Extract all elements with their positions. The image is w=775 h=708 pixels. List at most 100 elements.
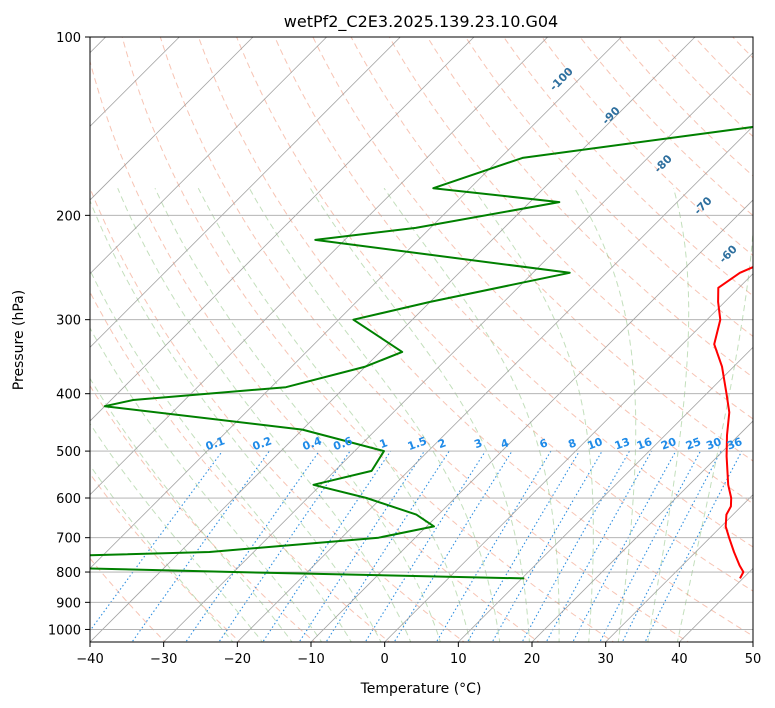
mixing-ratio-label: 3: [472, 436, 484, 451]
moist-adiabat: [647, 188, 690, 642]
mixing-ratio-lines: [90, 450, 743, 642]
dry-adiabat: [465, 37, 753, 338]
mixing-ratio-label: 16: [635, 435, 654, 453]
chart-title: wetPf2_C2E3.2025.139.23.10.G04: [284, 12, 558, 32]
isotherm: [310, 199, 753, 642]
mixing-ratio-line: [599, 450, 701, 642]
mixing-ratio-label: 0.1: [204, 434, 227, 453]
profiles: [90, 125, 753, 580]
y-tick-label: 900: [56, 596, 81, 611]
mixing-ratio-line: [185, 450, 320, 642]
moist-adiabat: [309, 187, 530, 642]
isotherm: [90, 37, 254, 201]
x-tick-label: 0: [381, 652, 389, 667]
isotherm: [531, 420, 753, 642]
x-tick-label: 20: [524, 652, 541, 667]
dry-adiabat: [350, 37, 753, 462]
x-tick-label: 40: [671, 652, 688, 667]
plot-frame: [89, 36, 754, 643]
isotherm: [90, 37, 622, 569]
dry-adiabat: [274, 37, 753, 548]
dry-adiabat: [388, 37, 753, 420]
plot-area: 0.1 0.2 0.4 0.6 1 1.5 2 3 4 6 8 10 13 16 20 25 30 36-100-…: [90, 37, 753, 642]
x-axis-label: Temperature (°C): [360, 681, 482, 697]
x-tick-label: −40: [76, 652, 103, 667]
y-tick-label: 700: [56, 532, 81, 547]
mixing-ratio-label: 0.2: [251, 434, 274, 453]
y-tick-label: 600: [56, 492, 81, 507]
dry-adiabat: [426, 37, 753, 379]
mixing-ratio-line: [466, 450, 580, 642]
moist-adiabat: [90, 269, 352, 642]
mixing-ratio-line: [621, 450, 722, 642]
moist-adiabats: [90, 187, 753, 642]
moist-adiabat: [90, 327, 323, 642]
y-tick-label: 1000: [48, 623, 81, 638]
mixing-ratio-label: 10: [586, 435, 605, 453]
y-tick-label: 300: [56, 314, 81, 329]
mixing-ratio-label: 36: [725, 435, 744, 453]
mixing-ratio-label: 30: [704, 435, 723, 453]
dry-adiabat: [159, 37, 690, 642]
mixing-ratio-label: 0.6: [332, 434, 355, 453]
x-tick-label: −20: [224, 652, 251, 667]
mixing-ratio-label: 6: [538, 436, 550, 451]
dry-adiabat: [312, 37, 753, 505]
moist-adiabat: [197, 187, 471, 642]
pressure-gridlines: [90, 37, 753, 630]
isotherm: [90, 37, 696, 642]
moist-adiabat: [90, 464, 234, 642]
moist-adiabat: [90, 199, 382, 642]
mixing-ratio-label: 1: [378, 436, 390, 451]
mixing-ratio-line: [262, 450, 392, 642]
mixing-ratio-label: 1.5: [406, 434, 429, 453]
mixing-ratio-line: [393, 450, 513, 642]
dry-adiabat: [236, 37, 753, 592]
moist-adiabat: [383, 187, 560, 642]
x-tick-label: −10: [297, 652, 324, 667]
y-tick-label: 100: [56, 31, 81, 46]
isotherm: [605, 494, 753, 642]
x-axis-ticks: −40 −30 −20 −10 0 10 20 30 40 50: [76, 642, 761, 667]
mixing-ratio-line: [364, 450, 486, 642]
mixing-ratio-line: [325, 450, 450, 642]
mixing-ratio-line: [218, 450, 351, 642]
mixing-ratio-label: 13: [613, 435, 632, 452]
mixing-ratio-label: 8: [566, 436, 578, 451]
x-tick-label: 50: [745, 652, 762, 667]
temperature-profile: [713, 266, 753, 579]
mixing-ratio-line: [298, 450, 425, 642]
moist-adiabat: [154, 187, 441, 642]
moist-adiabat: [676, 226, 753, 642]
isotherm: [90, 37, 327, 275]
y-tick-label: 200: [56, 209, 81, 224]
moist-adiabat: [248, 187, 501, 642]
mixing-ratio-line: [90, 450, 223, 632]
dry-adiabat: [197, 37, 753, 637]
isotherm: [458, 346, 753, 642]
y-tick-label: 800: [56, 566, 81, 581]
y-axis-ticks: 1000 900 800 700 600 500 400 300 200 100: [48, 31, 90, 638]
moist-adiabat: [117, 188, 412, 642]
dewpoint-profile: [90, 125, 753, 580]
moist-adiabat: [574, 187, 637, 642]
mixing-ratio-label: 20: [659, 435, 678, 453]
y-tick-label: 500: [56, 445, 81, 460]
x-tick-label: 10: [450, 652, 467, 667]
mixing-ratio-label: 4: [499, 436, 511, 451]
isotherm: [90, 37, 401, 348]
mixing-ratio-label: 25: [684, 435, 703, 452]
mixing-ratio-label: 2: [436, 436, 448, 451]
mixing-ratio-line: [572, 450, 677, 642]
y-tick-label: 400: [56, 388, 81, 403]
mixing-ratio-line: [131, 450, 270, 642]
mixing-ratio-label: 0.4: [301, 434, 324, 453]
isotherm: [90, 37, 475, 422]
isotherm: [90, 37, 548, 496]
x-tick-label: −30: [150, 652, 177, 667]
y-axis-label: Pressure (hPa): [11, 290, 27, 390]
isotherm: [384, 273, 753, 642]
x-tick-label: 30: [597, 652, 614, 667]
